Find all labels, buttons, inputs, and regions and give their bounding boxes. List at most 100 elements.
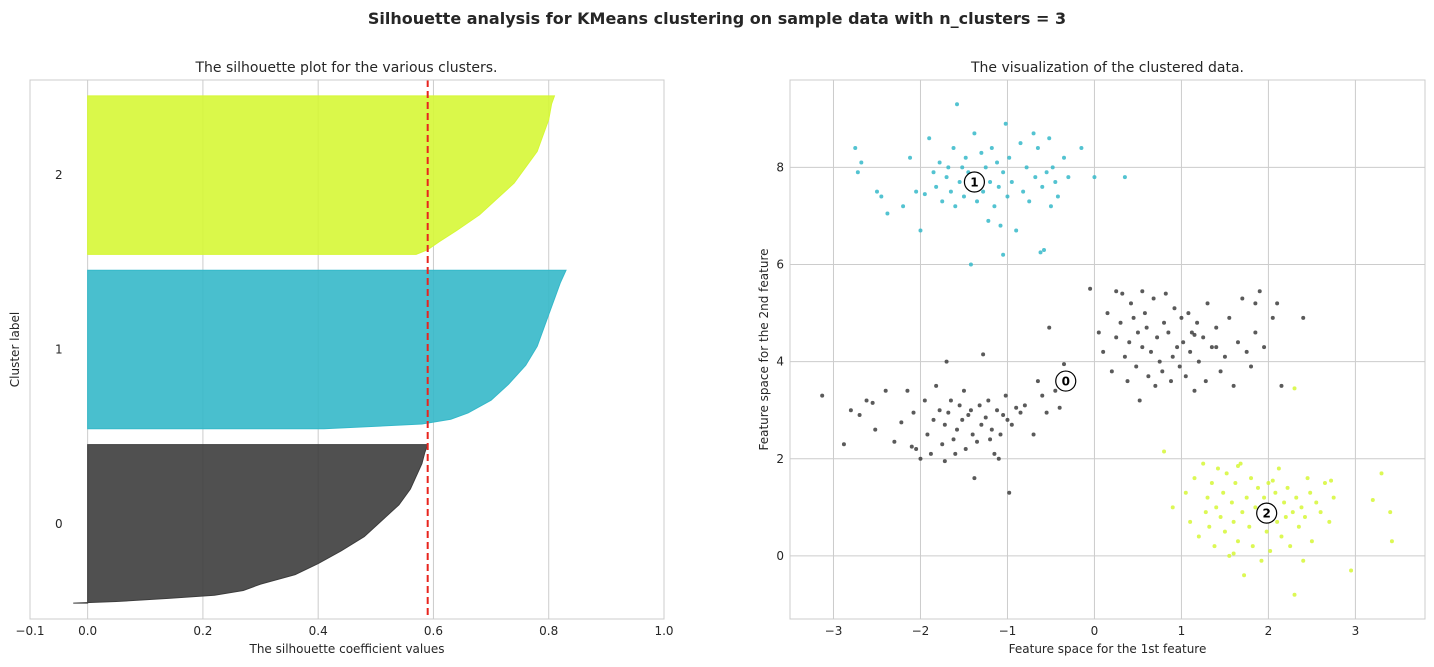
data-point-cluster-2 [1264, 529, 1269, 534]
data-point-cluster-2 [1203, 510, 1208, 515]
silhouette-cluster-labels: 0 1 2 [55, 168, 63, 531]
scatter-x-tick-label: 2 [1265, 624, 1273, 638]
data-point-cluster-1 [931, 170, 936, 175]
scatter-x-tick-label: 0 [1091, 624, 1099, 638]
data-point-cluster-1 [1092, 175, 1097, 180]
data-point-cluster-0 [1096, 330, 1101, 335]
silhouette-x-tick-label: 0.0 [78, 624, 97, 638]
scatter-y-tick-label: 6 [776, 258, 784, 272]
data-point-cluster-0 [870, 400, 875, 405]
data-point-cluster-1 [1040, 184, 1045, 189]
data-point-cluster-1 [874, 189, 879, 194]
data-point-cluster-1 [975, 199, 980, 204]
silhouette-cluster-1-fill [87, 269, 567, 430]
data-point-cluster-1 [1021, 189, 1026, 194]
data-point-cluster-0 [873, 427, 878, 432]
data-point-cluster-1 [960, 165, 965, 170]
silhouette-x-tick-label: 1.0 [654, 624, 673, 638]
data-point-cluster-0 [909, 444, 914, 449]
data-point-cluster-0 [1249, 364, 1254, 369]
data-point-cluster-0 [1186, 311, 1191, 316]
silhouette-cluster-label: 0 [55, 517, 63, 531]
data-point-cluster-2 [1242, 573, 1247, 578]
data-point-cluster-1 [859, 160, 864, 165]
data-point-cluster-0 [1244, 349, 1249, 354]
cluster-center-marker [1256, 502, 1278, 524]
data-point-cluster-2 [1244, 495, 1249, 500]
data-point-cluster-2 [1331, 495, 1336, 500]
data-point-cluster-0 [820, 393, 825, 398]
data-point-cluster-2 [1294, 495, 1299, 500]
data-point-cluster-0 [1203, 379, 1208, 384]
data-point-cluster-2 [1290, 510, 1295, 515]
data-point-cluster-0 [931, 417, 936, 422]
data-point-cluster-0 [1137, 398, 1142, 403]
data-point-cluster-0 [1262, 345, 1267, 350]
data-point-cluster-0 [911, 410, 916, 415]
data-point-cluster-0 [1005, 417, 1010, 422]
data-point-cluster-0 [1088, 286, 1093, 291]
data-point-cluster-0 [1007, 490, 1012, 495]
data-point-cluster-2 [1229, 500, 1234, 505]
data-point-cluster-1 [979, 150, 984, 155]
data-point-cluster-2 [1222, 529, 1227, 534]
data-point-cluster-0 [918, 456, 923, 461]
scatter-x-tick-label: −1 [999, 624, 1017, 638]
data-point-cluster-1 [981, 189, 986, 194]
data-point-cluster-2 [1224, 471, 1229, 476]
data-point-cluster-1 [855, 170, 860, 175]
data-point-cluster-0 [975, 439, 980, 444]
data-point-cluster-0 [986, 398, 991, 403]
data-point-cluster-1 [1001, 252, 1006, 257]
scatter-plot-frame [789, 79, 1426, 620]
data-point-cluster-0 [1003, 393, 1008, 398]
data-point-cluster-0 [1062, 362, 1067, 367]
data-point-cluster-2 [1305, 476, 1310, 481]
data-point-cluster-0 [1179, 315, 1184, 320]
data-point-cluster-1 [918, 228, 923, 233]
data-point-cluster-1 [1009, 179, 1014, 184]
data-point-cluster-1 [922, 192, 927, 197]
data-point-cluster-2 [1227, 553, 1232, 558]
scatter-x-axis-label: Feature space for the 1st feature [1009, 642, 1207, 656]
data-point-cluster-1 [944, 175, 949, 180]
data-point-cluster-0 [1144, 325, 1149, 330]
data-point-cluster-0 [992, 451, 997, 456]
silhouette-x-ticks: −0.1 0.0 0.2 0.4 0.6 0.8 1.0 [15, 624, 673, 638]
scatter-points [820, 102, 1394, 597]
data-point-cluster-1 [948, 189, 953, 194]
data-point-cluster-0 [1157, 359, 1162, 364]
data-point-cluster-0 [1140, 345, 1145, 350]
scatter-y-tick-label: 0 [776, 549, 784, 563]
data-point-cluster-1 [1001, 170, 1006, 175]
data-point-cluster-0 [937, 408, 942, 413]
data-point-cluster-0 [1047, 325, 1052, 330]
data-point-cluster-0 [1253, 330, 1258, 335]
data-point-cluster-2 [1235, 464, 1240, 469]
data-point-cluster-1 [940, 199, 945, 204]
silhouette-cluster-label: 1 [55, 343, 63, 357]
data-point-cluster-2 [1388, 510, 1393, 515]
data-point-cluster-0 [1218, 369, 1223, 374]
data-point-cluster-0 [883, 388, 888, 393]
data-point-cluster-1 [1066, 175, 1071, 180]
scatter-y-tick-label: 2 [776, 452, 784, 466]
data-point-cluster-1 [998, 223, 1003, 228]
data-point-cluster-0 [940, 442, 945, 447]
data-point-cluster-0 [961, 388, 966, 393]
data-point-cluster-0 [942, 459, 947, 464]
cluster-center-label: 0 [1062, 375, 1070, 389]
data-point-cluster-2 [1301, 558, 1306, 563]
data-point-cluster-1 [972, 131, 977, 136]
data-point-cluster-2 [1292, 386, 1297, 391]
data-point-cluster-1 [983, 165, 988, 170]
data-point-cluster-2 [1262, 495, 1267, 500]
data-point-cluster-0 [857, 413, 862, 418]
data-point-cluster-0 [1227, 315, 1232, 320]
data-point-cluster-0 [1169, 379, 1173, 384]
data-point-cluster-0 [1188, 349, 1193, 354]
data-point-cluster-1 [937, 160, 942, 165]
data-point-cluster-0 [948, 398, 953, 403]
data-point-cluster-0 [953, 451, 958, 456]
data-point-cluster-0 [989, 427, 994, 432]
